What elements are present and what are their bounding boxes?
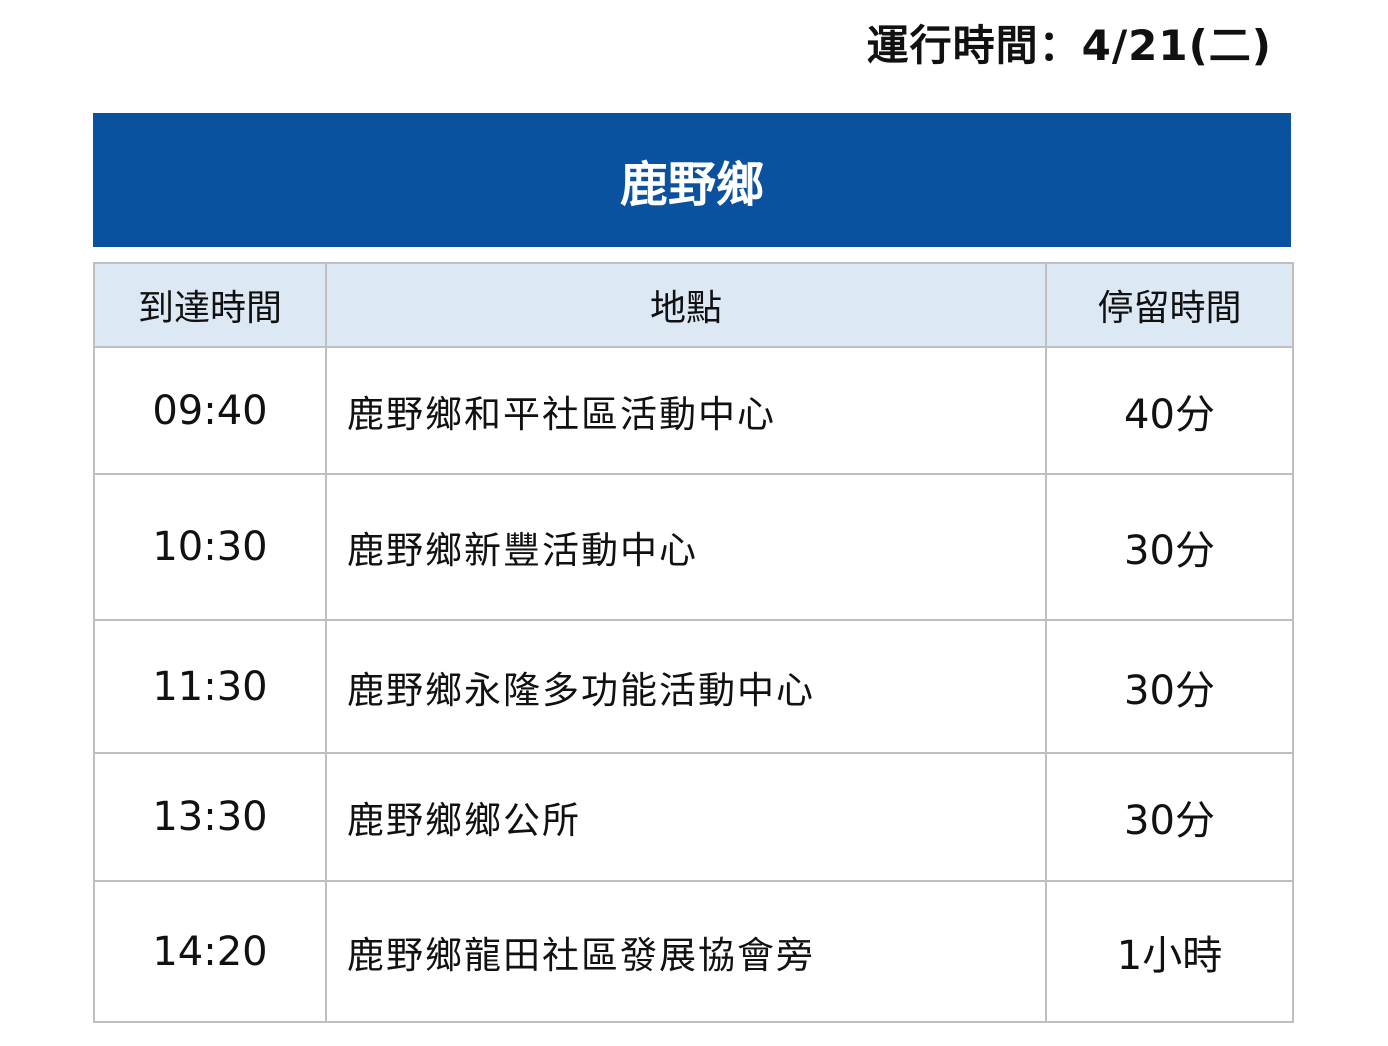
runtime-date: 運行時間：4/21(二) (866, 21, 1272, 70)
duration: 40分 (1045, 346, 1294, 475)
schedule-table: 到達時間 地點 停留時間 09:40 鹿野鄉和平社區活動中心 40分 10:30… (93, 262, 1294, 1023)
duration: 30分 (1045, 619, 1294, 754)
arrival-time: 14:20 (93, 880, 327, 1023)
table-row: 09:40 鹿野鄉和平社區活動中心 40分 (93, 346, 1294, 475)
table-header-row: 到達時間 地點 停留時間 (93, 262, 1294, 348)
location: 鹿野鄉和平社區活動中心 (325, 346, 1047, 475)
duration: 30分 (1045, 752, 1294, 882)
header-duration: 停留時間 (1045, 262, 1294, 348)
header-arrival-time: 到達時間 (93, 262, 327, 348)
table-row: 14:20 鹿野鄉龍田社區發展協會旁 1小時 (93, 880, 1294, 1023)
table-row: 11:30 鹿野鄉永隆多功能活動中心 30分 (93, 619, 1294, 754)
location: 鹿野鄉鄉公所 (325, 752, 1047, 882)
table-row: 10:30 鹿野鄉新豐活動中心 30分 (93, 473, 1294, 621)
location: 鹿野鄉龍田社區發展協會旁 (325, 880, 1047, 1023)
duration: 1小時 (1045, 880, 1294, 1023)
location: 鹿野鄉永隆多功能活動中心 (325, 619, 1047, 754)
arrival-time: 10:30 (93, 473, 327, 621)
arrival-time: 13:30 (93, 752, 327, 882)
location: 鹿野鄉新豐活動中心 (325, 473, 1047, 621)
arrival-time: 09:40 (93, 346, 327, 475)
header-location: 地點 (325, 262, 1047, 348)
table-row: 13:30 鹿野鄉鄉公所 30分 (93, 752, 1294, 882)
duration: 30分 (1045, 473, 1294, 621)
arrival-time: 11:30 (93, 619, 327, 754)
township-banner: 鹿野鄉 (93, 113, 1291, 247)
